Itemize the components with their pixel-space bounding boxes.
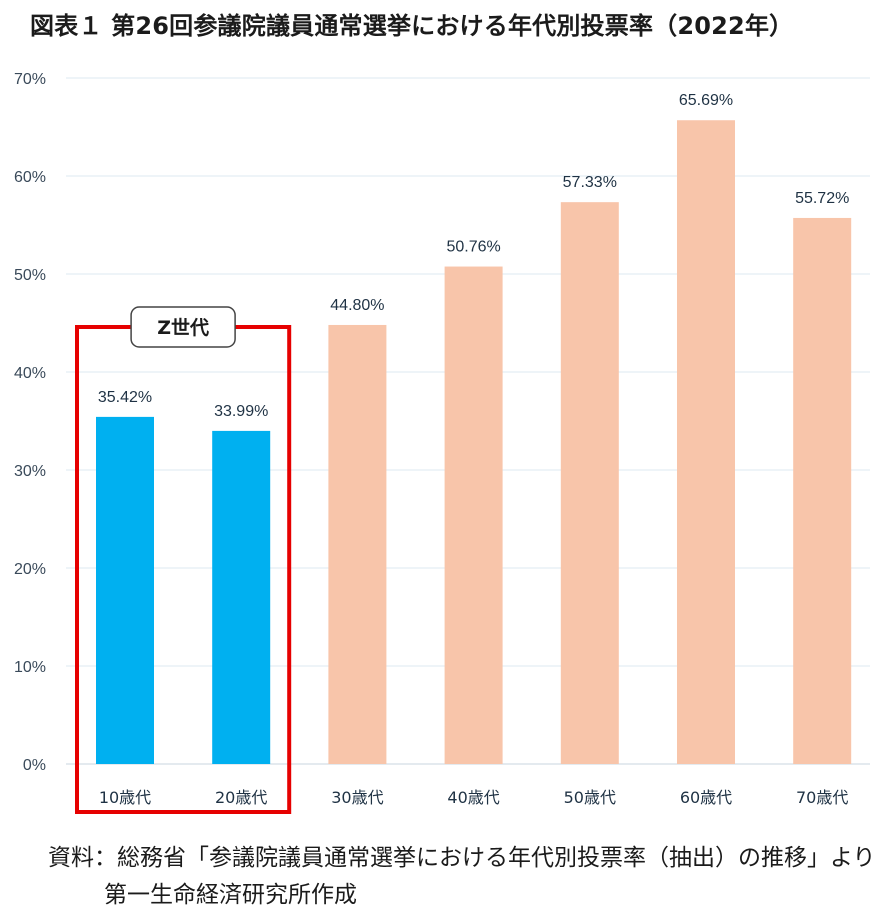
y-tick-label: 10% — [14, 659, 46, 676]
category-label: 70歳代 — [796, 788, 848, 807]
data-label: 50.76% — [446, 239, 500, 256]
category-label: 30歳代 — [331, 788, 383, 807]
callout-badge — [130, 306, 236, 348]
bar — [677, 120, 735, 765]
source-note: 資料：総務省「参議院議員通常選挙における年代別投票率（抽出）の推移」より 第一生… — [48, 840, 876, 914]
source-line-1: 資料：総務省「参議院議員通常選挙における年代別投票率（抽出）の推移」より — [48, 845, 876, 871]
y-tick-label: 30% — [14, 463, 46, 480]
category-label: 20歳代 — [215, 788, 267, 807]
y-tick-label: 60% — [14, 169, 46, 186]
data-label: 57.33% — [563, 174, 617, 191]
y-tick-label: 70% — [14, 71, 46, 88]
category-label: 50歳代 — [564, 788, 616, 807]
bar — [328, 324, 387, 764]
category-label: 60歳代 — [680, 788, 732, 807]
chart-title: 図表１ 第26回参議院議員通常選挙における年代別投票率（2022年） — [30, 12, 794, 40]
data-label: 44.80% — [330, 297, 384, 314]
data-label: 55.72% — [795, 190, 849, 207]
data-label: 33.99% — [214, 403, 268, 420]
category-label: 10歳代 — [99, 788, 151, 807]
y-tick-label: 0% — [23, 757, 46, 774]
category-label: 40歳代 — [447, 788, 499, 807]
bar — [560, 202, 619, 764]
bar — [212, 430, 271, 764]
y-tick-label: 50% — [14, 267, 46, 284]
source-line-2: 第一生命経済研究所作成 — [104, 882, 357, 908]
bar — [96, 416, 154, 764]
y-tick-label: 40% — [14, 365, 46, 382]
bar — [444, 266, 503, 764]
data-label: 35.42% — [98, 389, 152, 406]
y-tick-label: 20% — [14, 561, 46, 578]
callout-label: Z世代 — [157, 317, 209, 339]
bar — [793, 217, 852, 765]
data-label: 65.69% — [679, 92, 733, 109]
